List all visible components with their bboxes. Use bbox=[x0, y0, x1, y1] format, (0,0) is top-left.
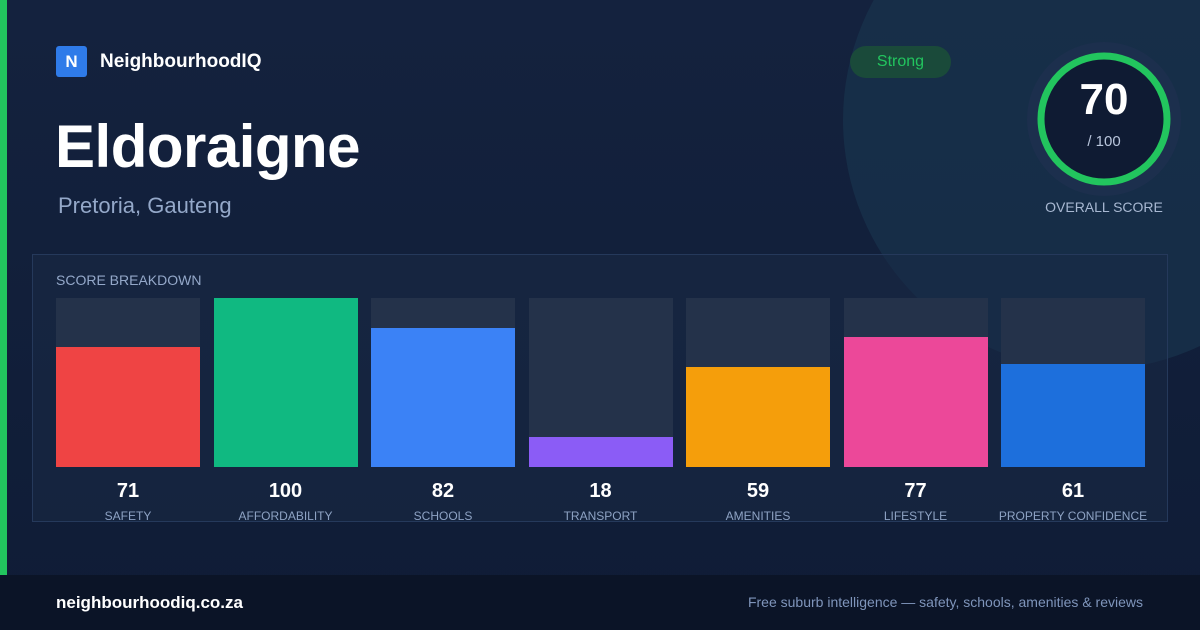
score-bar-schools: 82 SCHOOLS bbox=[371, 298, 515, 523]
footer: neighbourhoodiq.co.za Free suburb intell… bbox=[0, 575, 1200, 630]
bar-track bbox=[686, 298, 830, 467]
bar-value: 100 bbox=[268, 480, 303, 502]
bar-label: PROPERTY CONFIDENCE bbox=[998, 509, 1148, 523]
bar-value: 59 bbox=[746, 480, 770, 502]
bar-fill bbox=[843, 337, 988, 467]
score-bar-property-confidence: 61 PROPERTY CONFIDENCE bbox=[999, 298, 1147, 523]
bar-label: TRANSPORT bbox=[563, 509, 638, 523]
footer-domain-link[interactable]: neighbourhoodiq.co.za bbox=[56, 593, 243, 612]
bar-fill bbox=[56, 347, 200, 467]
score-bar-amenities: 59 AMENITIES bbox=[686, 298, 830, 523]
bar-fill bbox=[686, 367, 830, 467]
rating-tier-badge: Strong bbox=[850, 46, 951, 78]
score-breakdown-panel: SCORE BREAKDOWN 71 SAFETY 100 AFFORDABILITY… bbox=[32, 254, 1168, 523]
bar-track bbox=[1001, 298, 1145, 467]
suburb-title: Eldoraigne bbox=[55, 113, 361, 180]
bar-label: AFFORDABILITY bbox=[238, 509, 333, 523]
score-ring-progress bbox=[1037, 52, 1171, 186]
overall-score-value: 70 bbox=[1079, 75, 1129, 124]
bar-value: 82 bbox=[431, 480, 455, 502]
bar-fill bbox=[528, 437, 673, 467]
bar-label: LIFESTYLE bbox=[883, 509, 948, 523]
score-bar-transport: 18 TRANSPORT bbox=[528, 298, 673, 523]
overall-score-ring: 70 / 100 bbox=[1027, 42, 1181, 196]
score-bar-affordability: 100 AFFORDABILITY bbox=[213, 298, 358, 523]
bar-track bbox=[528, 298, 673, 467]
score-bar-safety: 71 SAFETY bbox=[56, 298, 200, 523]
bar-fill bbox=[1001, 364, 1145, 467]
bar-label: SCHOOLS bbox=[413, 509, 473, 523]
footer-tagline: Free suburb intelligence — safety, schoo… bbox=[747, 594, 1143, 610]
brand[interactable]: N NeighbourhoodIQ bbox=[56, 46, 261, 77]
brand-logo-icon: N bbox=[56, 46, 87, 77]
bar-track bbox=[213, 298, 358, 467]
bar-track bbox=[56, 298, 200, 467]
bar-track bbox=[371, 298, 515, 467]
brand-name: NeighbourhoodIQ bbox=[100, 50, 262, 72]
bar-value: 18 bbox=[589, 480, 612, 502]
suburb-location: Pretoria, Gauteng bbox=[58, 193, 232, 218]
bar-value: 71 bbox=[116, 480, 140, 502]
accent-bar bbox=[0, 0, 7, 575]
score-bar-lifestyle: 77 LIFESTYLE bbox=[843, 298, 988, 523]
score-ring-inner bbox=[1043, 58, 1165, 180]
bar-track bbox=[843, 298, 988, 467]
bar-value: 61 bbox=[1061, 480, 1085, 502]
score-ring-graphic bbox=[1027, 42, 1181, 196]
breakdown-title: SCORE BREAKDOWN bbox=[56, 272, 202, 288]
bar-fill bbox=[213, 298, 358, 467]
bar-label: SAFETY bbox=[104, 509, 152, 523]
overall-score-max: / 100 bbox=[1087, 133, 1121, 150]
bar-label: AMENITIES bbox=[725, 509, 791, 523]
bar-fill bbox=[371, 328, 515, 467]
overall-score-caption: OVERALL SCORE bbox=[1045, 199, 1163, 215]
bar-value: 77 bbox=[904, 480, 927, 502]
